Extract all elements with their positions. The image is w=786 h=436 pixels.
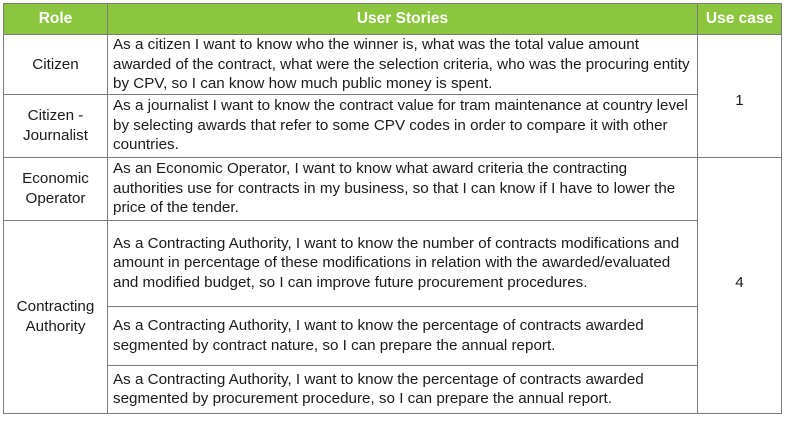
user-stories-table: Role User Stories Use case Citizen As a … — [3, 3, 782, 414]
table-row: Contracting Authority As a Contracting A… — [3, 219, 782, 414]
header-user-stories: User Stories — [107, 3, 698, 35]
story-cell: As a citizen I want to know who the winn… — [107, 34, 698, 95]
table-row: Economic Operator As an Economic Operato… — [3, 156, 782, 414]
table-row: Citizen - Journalist As a journalist I w… — [3, 93, 782, 158]
story-cell: As a Contracting Authority, I want to kn… — [107, 219, 698, 307]
use-case-cell: 4 — [697, 156, 782, 414]
story-cell: As a Contracting Authority, I want to kn… — [107, 364, 698, 414]
role-cell: Contracting Authority — [3, 219, 108, 414]
table-row: Citizen As a citizen I want to know who … — [3, 34, 782, 158]
header-role: Role — [3, 3, 108, 35]
story-cell: As an Economic Operator, I want to know … — [107, 156, 698, 221]
role-cell: Citizen - Journalist — [3, 93, 108, 158]
use-case-cell: 1 — [697, 34, 782, 158]
role-cell: Citizen — [3, 34, 108, 95]
header-row: Role User Stories Use case — [3, 3, 782, 35]
table-row: As a Contracting Authority, I want to kn… — [4, 305, 782, 366]
story-cell: As a journalist I want to know the contr… — [107, 93, 698, 158]
role-cell: Economic Operator — [3, 156, 108, 221]
story-cell: As a Contracting Authority, I want to kn… — [107, 305, 698, 366]
header-use-case: Use case — [697, 3, 782, 35]
table-row: As a Contracting Authority, I want to kn… — [4, 364, 782, 414]
